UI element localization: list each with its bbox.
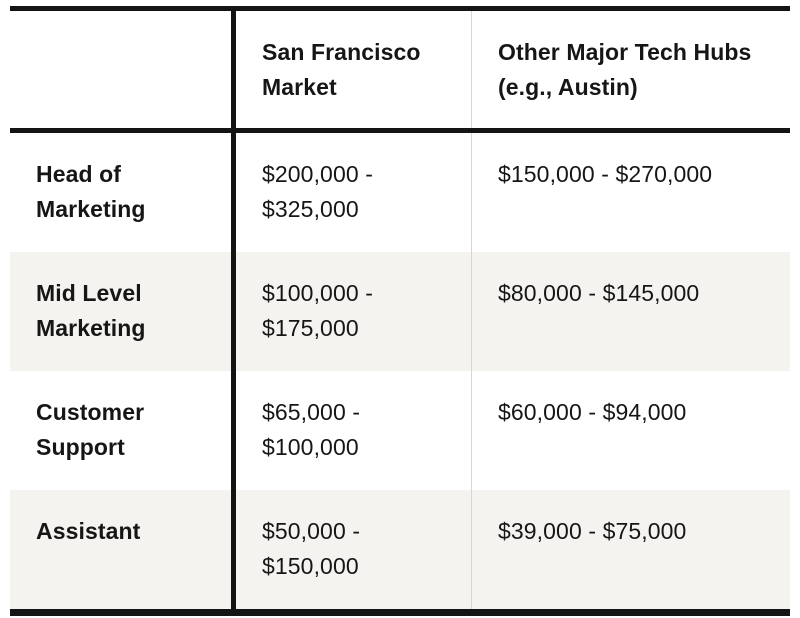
row-label: Assistant xyxy=(10,490,236,609)
other-hubs-value: $150,000 - $270,000 xyxy=(498,161,713,187)
row-label: Mid Level Marketing xyxy=(10,252,236,371)
row-label: Customer Support xyxy=(10,371,236,490)
other-hubs-value: $60,000 - $94,000 xyxy=(498,399,687,425)
table-row-mid-level-marketing: Mid Level Marketing $100,000 - $175,000 … xyxy=(10,252,790,371)
other-hubs-value: $80,000 - $145,000 xyxy=(498,280,700,306)
table-row-customer-support: Customer Support $65,000 - $100,000 $60,… xyxy=(10,371,790,490)
header-cell-other-hubs: Other Major Tech Hubs (e.g., Austin) xyxy=(498,39,752,100)
header-cell-sf-market: San Francisco Market xyxy=(236,11,472,128)
sf-market-value: $50,000 - $150,000 xyxy=(236,490,472,609)
sf-market-value: $65,000 - $100,000 xyxy=(236,371,472,490)
table-header-row: San Francisco Market Other Major Tech Hu… xyxy=(10,11,790,133)
sf-market-value: $100,000 - $175,000 xyxy=(236,252,472,371)
row-label: Head of Marketing xyxy=(10,133,236,252)
table-row-head-of-marketing: Head of Marketing $200,000 - $325,000 $1… xyxy=(10,133,790,252)
table-row-assistant: Assistant $50,000 - $150,000 $39,000 - $… xyxy=(10,490,790,609)
header-cell-empty xyxy=(10,11,236,128)
sf-market-value: $200,000 - $325,000 xyxy=(236,133,472,252)
salary-comparison-table: San Francisco Market Other Major Tech Hu… xyxy=(10,6,790,616)
other-hubs-value: $39,000 - $75,000 xyxy=(498,518,687,544)
